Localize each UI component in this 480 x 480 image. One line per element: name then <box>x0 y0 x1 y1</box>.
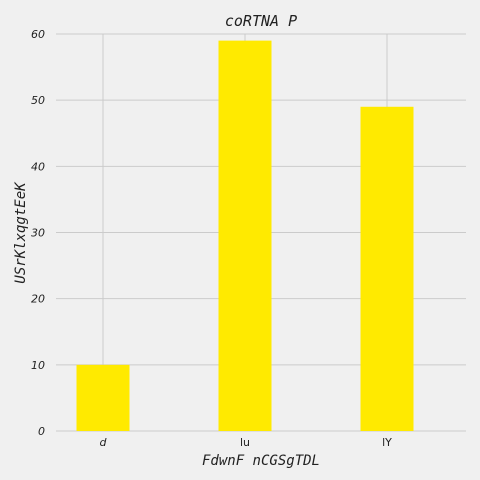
y-tick-label: 20 <box>31 293 45 306</box>
x-tick-label: lY <box>382 436 392 449</box>
y-tick-label: 60 <box>31 28 45 41</box>
y-tick-label: 40 <box>31 160 45 173</box>
y-tick-label: 10 <box>31 359 45 372</box>
x-tick-labels: d lu lY <box>100 436 393 449</box>
y-tick-label: 50 <box>31 94 45 107</box>
y-tick-label: 30 <box>31 227 45 240</box>
bars <box>76 40 414 432</box>
y-tick-labels: 0 10 20 30 40 50 60 <box>31 28 45 438</box>
chart-title: coRTNA P <box>225 12 297 30</box>
bar-lu <box>218 40 272 431</box>
y-tick-label: 0 <box>38 425 45 438</box>
x-axis-label: FdwnF nCGSgTDL <box>202 453 320 469</box>
bar-d <box>76 364 130 431</box>
y-axis-label: USrKlxqgtEeK <box>13 181 29 284</box>
x-tick-label: d <box>100 436 108 449</box>
bar-lY <box>360 106 414 432</box>
x-tick-label: lu <box>240 436 250 449</box>
